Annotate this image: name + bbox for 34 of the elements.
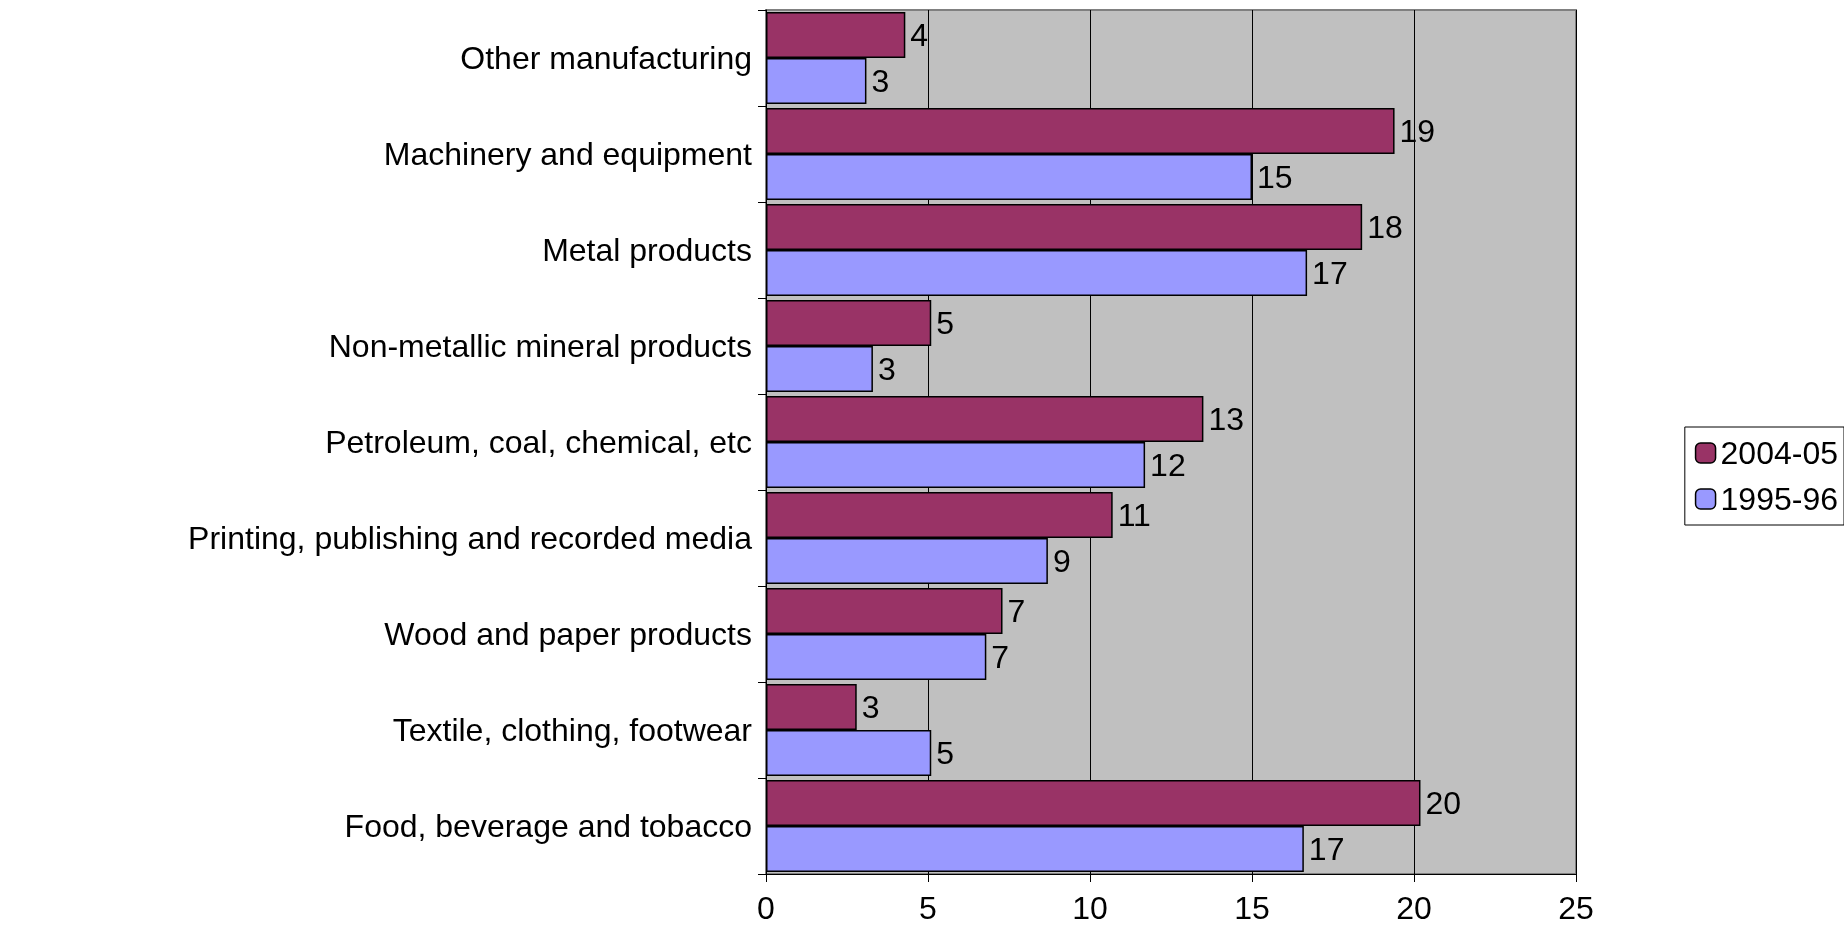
data-label: 13 xyxy=(1208,400,1244,437)
y-tick-label: Textile, clothing, footwear xyxy=(392,712,753,748)
data-label: 7 xyxy=(1007,592,1026,629)
data-label: 17 xyxy=(1312,255,1348,292)
legend-label: 2004-05 xyxy=(1720,435,1838,471)
data-label: 20 xyxy=(1425,784,1462,821)
x-tick-label: 15 xyxy=(1234,890,1270,926)
x-tick-label: 5 xyxy=(919,890,937,926)
data-label: 4 xyxy=(910,16,929,53)
y-tick-label: Food, beverage and tobacco xyxy=(344,808,752,844)
data-label: 3 xyxy=(871,63,890,100)
data-label: 3 xyxy=(877,351,896,388)
y-tick-label: Printing, publishing and recorded media xyxy=(188,520,753,556)
y-tick-label: Other manufacturing xyxy=(460,40,752,76)
x-tick-label: 10 xyxy=(1072,890,1108,926)
data-label: 12 xyxy=(1150,447,1186,484)
y-tick-label: Machinery and equipment xyxy=(383,136,753,172)
data-label: 15 xyxy=(1257,159,1293,196)
data-label: 9 xyxy=(1052,543,1071,580)
y-tick-label: Petroleum, coal, chemical, etc xyxy=(325,424,752,460)
data-label: 7 xyxy=(991,639,1010,676)
data-label: 5 xyxy=(936,735,955,772)
data-label: 17 xyxy=(1308,831,1345,868)
x-tick-label: 0 xyxy=(757,890,775,926)
data-label: 3 xyxy=(861,688,880,725)
legend-label: 1995-96 xyxy=(1720,481,1838,517)
x-tick-label: 25 xyxy=(1558,890,1594,926)
x-tick-label: 20 xyxy=(1396,890,1432,926)
data-label: 11 xyxy=(1117,496,1151,533)
data-label: 5 xyxy=(936,304,955,341)
data-label: 18 xyxy=(1367,208,1403,245)
y-tick-label: Metal products xyxy=(542,232,752,268)
y-tick-label: Wood and paper products xyxy=(384,616,752,652)
y-tick-label: Non-metallic mineral products xyxy=(328,328,752,364)
